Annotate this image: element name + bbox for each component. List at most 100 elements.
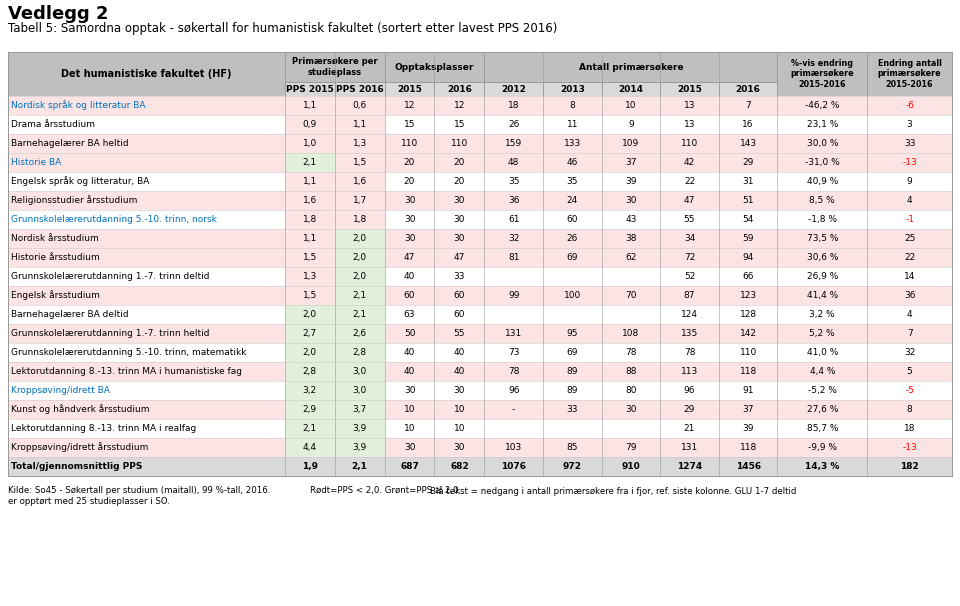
Bar xyxy=(8,172,952,191)
Text: 109: 109 xyxy=(622,139,639,148)
Text: 7: 7 xyxy=(907,329,912,338)
Text: 8: 8 xyxy=(569,101,575,110)
Text: Barnehagelærer BA heltid: Barnehagelærer BA heltid xyxy=(11,139,129,148)
Bar xyxy=(8,438,952,457)
Text: 39: 39 xyxy=(742,424,754,433)
Text: 33: 33 xyxy=(566,405,578,414)
Text: 78: 78 xyxy=(625,348,636,357)
Bar xyxy=(8,400,952,419)
Text: 30: 30 xyxy=(404,386,416,395)
Text: 55: 55 xyxy=(684,215,695,224)
Text: 79: 79 xyxy=(625,443,636,452)
Text: 9: 9 xyxy=(628,120,634,129)
Text: 11: 11 xyxy=(566,120,578,129)
Bar xyxy=(335,153,385,172)
Text: 110: 110 xyxy=(681,139,698,148)
Bar xyxy=(335,362,385,381)
Bar xyxy=(285,82,335,96)
Bar xyxy=(778,52,867,96)
Text: -13: -13 xyxy=(902,158,917,167)
Text: 12: 12 xyxy=(454,101,465,110)
Text: 20: 20 xyxy=(404,158,416,167)
Text: Religionsstudier årsstudium: Religionsstudier årsstudium xyxy=(11,196,137,205)
Bar xyxy=(285,362,335,381)
Bar xyxy=(8,52,285,96)
Text: 61: 61 xyxy=(508,215,519,224)
Text: 30: 30 xyxy=(454,234,466,243)
Text: Endring antall
primærsøkere
2015-2016: Endring antall primærsøkere 2015-2016 xyxy=(877,59,942,89)
Text: Engelsk språk og litteratur, BA: Engelsk språk og litteratur, BA xyxy=(11,176,150,187)
Text: 3,0: 3,0 xyxy=(352,367,367,376)
Bar xyxy=(8,343,952,362)
Text: 110: 110 xyxy=(739,348,756,357)
Bar xyxy=(285,134,335,153)
Text: 30,6 %: 30,6 % xyxy=(806,253,838,262)
Bar xyxy=(485,82,543,96)
Text: 30: 30 xyxy=(404,234,416,243)
Text: Engelsk årsstudium: Engelsk årsstudium xyxy=(11,290,100,301)
Text: 15: 15 xyxy=(404,120,416,129)
Text: 94: 94 xyxy=(742,253,754,262)
Text: 1456: 1456 xyxy=(735,462,760,471)
Bar xyxy=(285,419,335,438)
Bar xyxy=(285,324,335,343)
Text: 910: 910 xyxy=(621,462,640,471)
Bar xyxy=(285,52,385,82)
Bar xyxy=(285,286,335,305)
Text: Drama årsstudium: Drama årsstudium xyxy=(11,120,95,129)
Bar xyxy=(285,229,335,248)
Text: 47: 47 xyxy=(454,253,465,262)
Text: 118: 118 xyxy=(739,443,756,452)
Text: 37: 37 xyxy=(625,158,636,167)
Bar xyxy=(335,82,385,96)
Text: 60: 60 xyxy=(454,310,466,319)
Bar xyxy=(8,153,952,172)
Text: 70: 70 xyxy=(625,291,636,300)
Text: 1,7: 1,7 xyxy=(352,196,367,205)
Text: 30: 30 xyxy=(454,196,466,205)
Bar xyxy=(602,82,660,96)
Bar xyxy=(285,267,335,286)
Text: 123: 123 xyxy=(739,291,756,300)
Text: 46: 46 xyxy=(566,158,578,167)
Bar xyxy=(8,324,952,343)
Text: -: - xyxy=(512,405,516,414)
Text: Kilde: So45 - Søkertall per studium (maitall), 99 %-tall, 2016.: Kilde: So45 - Søkertall per studium (mai… xyxy=(8,486,271,495)
Text: Kunst og håndverk årsstudium: Kunst og håndverk årsstudium xyxy=(11,405,150,415)
Text: 1,6: 1,6 xyxy=(352,177,367,186)
Bar xyxy=(8,419,952,438)
Text: 41,0 %: 41,0 % xyxy=(806,348,838,357)
Bar xyxy=(335,286,385,305)
Text: 8,5 %: 8,5 % xyxy=(809,196,835,205)
Text: Rødt=PPS < 2,0. Grønt=PPS ≥ 2,0.: Rødt=PPS < 2,0. Grønt=PPS ≥ 2,0. xyxy=(310,486,461,495)
Text: 2014: 2014 xyxy=(618,84,643,93)
Text: 22: 22 xyxy=(904,253,915,262)
Text: PPS 2015: PPS 2015 xyxy=(286,84,334,93)
Text: 99: 99 xyxy=(508,291,519,300)
Text: 55: 55 xyxy=(454,329,466,338)
Text: 36: 36 xyxy=(904,291,915,300)
Text: Grunnskolelærerutdanning 5.-10. trinn, matematikk: Grunnskolelærerutdanning 5.-10. trinn, m… xyxy=(11,348,247,357)
Bar xyxy=(8,210,952,229)
Bar xyxy=(285,210,335,229)
Text: 21: 21 xyxy=(684,424,695,433)
Text: 39: 39 xyxy=(625,177,636,186)
Bar xyxy=(435,82,485,96)
Bar xyxy=(335,96,385,115)
Text: 1,6: 1,6 xyxy=(302,196,317,205)
Text: 2015: 2015 xyxy=(677,84,702,93)
Text: 52: 52 xyxy=(684,272,695,281)
Text: 81: 81 xyxy=(508,253,519,262)
Text: Total/gjennomsnittlig PPS: Total/gjennomsnittlig PPS xyxy=(11,462,142,471)
Text: 40,9 %: 40,9 % xyxy=(806,177,838,186)
Bar xyxy=(8,191,952,210)
Text: 89: 89 xyxy=(566,386,578,395)
Text: 2016: 2016 xyxy=(447,84,472,93)
Bar xyxy=(660,82,719,96)
Text: 32: 32 xyxy=(508,234,519,243)
Text: -6: -6 xyxy=(905,101,914,110)
Text: 4: 4 xyxy=(907,196,912,205)
Text: 131: 131 xyxy=(505,329,522,338)
Bar xyxy=(335,267,385,286)
Text: 972: 972 xyxy=(563,462,582,471)
